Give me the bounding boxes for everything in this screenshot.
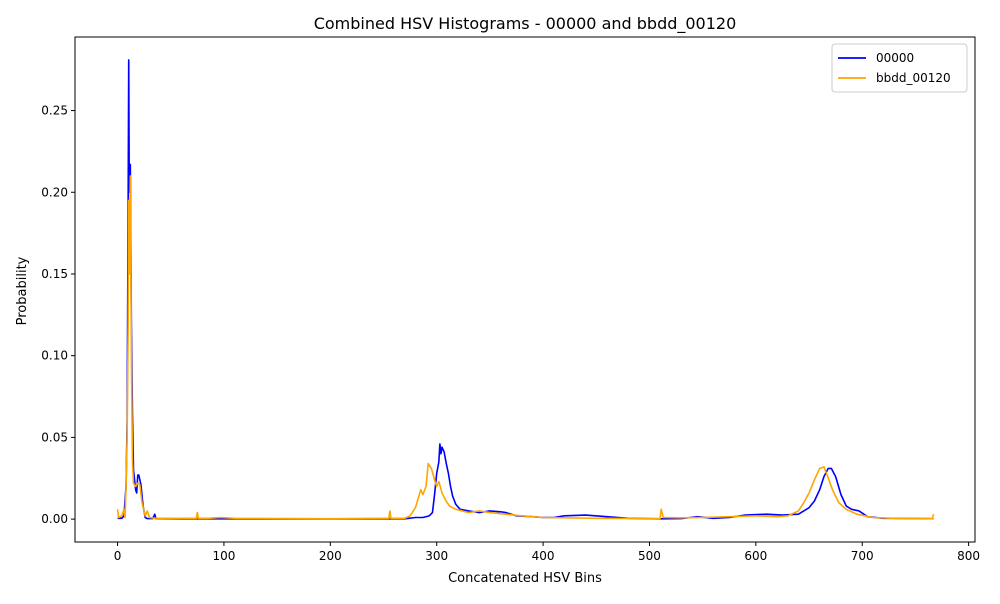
y-axis-label: Probability — [15, 256, 30, 325]
y-tick-label: 0.05 — [41, 430, 68, 444]
y-tick-label: 0.15 — [41, 267, 68, 281]
x-tick-label: 600 — [744, 549, 767, 563]
x-tick-label: 700 — [851, 549, 874, 563]
y-tick-label: 0.20 — [41, 185, 68, 199]
legend-label-1: bbdd_00120 — [876, 71, 951, 85]
y-tick-label: 0.10 — [41, 349, 68, 363]
y-tick-label: 0.00 — [41, 512, 68, 526]
x-tick-label: 500 — [638, 549, 661, 563]
plot-area: 0 100 200 300 400 500 600 700 800 0.00 0.05 0.10 0.1… — [41, 36, 980, 563]
axes-frame — [74, 36, 976, 543]
x-axis-label: Concatenated HSV Bins — [448, 571, 602, 586]
x-tick-label: 200 — [319, 549, 342, 563]
x-tick-label: 100 — [212, 549, 235, 563]
x-tick-label: 400 — [532, 549, 555, 563]
series-line-0 — [117, 59, 934, 520]
legend-box — [831, 43, 968, 93]
chart-title: Combined HSV Histograms - 00000 and bbdd… — [314, 14, 737, 34]
x-tick-label: 0 — [114, 549, 122, 563]
x-tick-label: 300 — [425, 549, 448, 563]
series-line-1 — [116, 175, 935, 520]
y-tick-label: 0.25 — [41, 104, 68, 118]
x-tick-label: 800 — [957, 549, 980, 563]
legend-label-0: 00000 — [876, 51, 914, 65]
